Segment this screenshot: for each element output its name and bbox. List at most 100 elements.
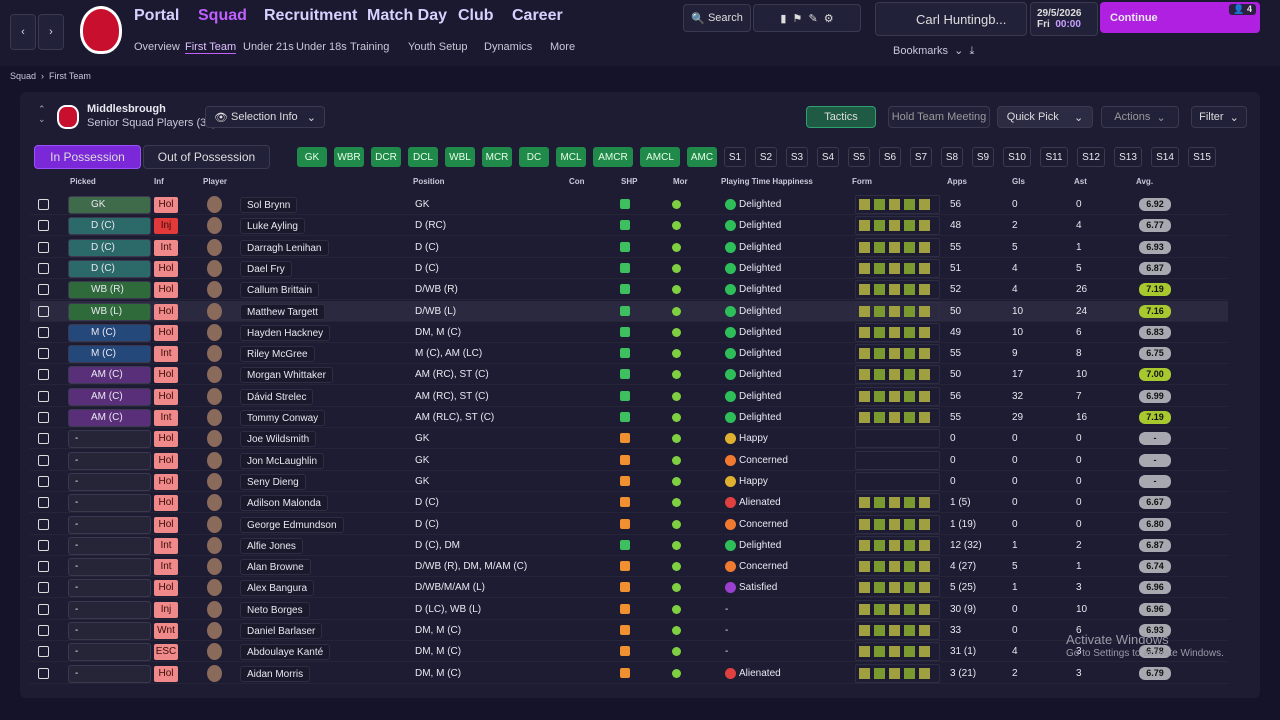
meeting[interactable]: Hold Team Meeting: [888, 106, 990, 128]
picked-select[interactable]: -: [68, 643, 151, 662]
column-header[interactable]: Gls: [1012, 177, 1025, 186]
checkbox[interactable]: [38, 412, 49, 423]
subnav-item[interactable]: First Team: [185, 41, 237, 54]
position-button[interactable]: GK: [297, 147, 327, 167]
checkbox[interactable]: [38, 284, 49, 296]
position-button[interactable]: DC: [519, 147, 549, 167]
back[interactable]: ‹: [10, 14, 36, 50]
selection-info[interactable]: 👁 Selection Info ⌄: [205, 106, 325, 128]
player-name[interactable]: Luke Ayling: [240, 218, 305, 235]
player-name[interactable]: Joe Wildsmith: [240, 431, 317, 448]
nav-item[interactable]: Squad: [198, 7, 247, 24]
table-row[interactable]: - Int Alan Browne D/WB (R), DM, M/AM (C) Con…: [30, 556, 1228, 578]
picked-select[interactable]: M (C): [68, 323, 151, 342]
forward[interactable]: ›: [38, 14, 64, 50]
sub-button[interactable]: S8: [941, 147, 963, 167]
checkbox[interactable]: [38, 433, 49, 445]
player-name[interactable]: Alan Browne: [240, 559, 311, 576]
player-name[interactable]: Riley McGree: [240, 346, 315, 363]
player-name[interactable]: Alex Bangura: [240, 580, 315, 597]
picked-select[interactable]: -: [68, 579, 151, 598]
checkbox[interactable]: [38, 667, 49, 679]
continue[interactable]: Continue 👤 4: [1100, 2, 1260, 33]
table-row[interactable]: - Hol Adilson Malonda D (C) Alienated 1 (5) 0 0…: [30, 492, 1228, 514]
checkbox[interactable]: [38, 603, 49, 615]
table-row[interactable]: AM (C) Int Tommy Conway AM (RLC), ST (C) Del…: [30, 407, 1228, 428]
nav-item[interactable]: Recruitment: [264, 7, 358, 24]
sub-button[interactable]: S3: [786, 147, 808, 167]
nav-item[interactable]: Portal: [134, 7, 180, 24]
position-button[interactable]: WBL: [445, 147, 475, 167]
tactics[interactable]: Tactics: [806, 106, 876, 128]
picked-select[interactable]: -: [68, 600, 151, 619]
picked-select[interactable]: -: [68, 451, 151, 470]
player-name[interactable]: Adilson Malonda: [240, 495, 328, 512]
bookmarks[interactable]: Bookmarks ⌄ ⤓: [893, 45, 975, 57]
checkbox[interactable]: [38, 497, 49, 509]
player-name[interactable]: Tommy Conway: [240, 410, 326, 426]
sub-button[interactable]: S9: [972, 147, 994, 167]
checkbox[interactable]: [38, 369, 49, 381]
player-name[interactable]: Hayden Hackney: [240, 324, 331, 341]
nav-item[interactable]: Club: [458, 7, 494, 24]
player-name[interactable]: Alfie Jones: [240, 537, 303, 554]
player-name[interactable]: Morgan Whittaker: [240, 367, 333, 384]
position-button[interactable]: DCR: [371, 147, 401, 167]
sub-button[interactable]: S2: [755, 147, 777, 167]
sub-button[interactable]: S11: [1040, 147, 1068, 167]
column-header[interactable]: Player: [203, 177, 228, 186]
position-button[interactable]: MCR: [482, 147, 512, 167]
column-header[interactable]: Avg.: [1136, 177, 1154, 186]
column-header[interactable]: Inf: [154, 177, 164, 186]
checkbox[interactable]: [38, 454, 49, 466]
checkbox[interactable]: [38, 625, 49, 636]
table-row[interactable]: AM (C) Hol Morgan Whittaker AM (RC), ST (C)…: [30, 364, 1228, 386]
checkbox[interactable]: [38, 582, 49, 594]
filter[interactable]: Filter ⌄: [1191, 106, 1247, 128]
sub-button[interactable]: S1: [724, 147, 746, 167]
position-button[interactable]: MCL: [556, 147, 586, 167]
checkbox[interactable]: [38, 539, 49, 551]
checkbox[interactable]: [38, 241, 49, 253]
subnav-item[interactable]: Youth Setup: [408, 41, 468, 53]
column-header[interactable]: Picked: [70, 177, 96, 186]
checkbox[interactable]: [38, 348, 49, 360]
position-button[interactable]: AMC: [687, 147, 717, 167]
sub-button[interactable]: S7: [910, 147, 932, 167]
manager[interactable]: Carl Huntingb...: [875, 2, 1027, 36]
picked-select[interactable]: AM (C): [68, 387, 151, 406]
tab-active[interactable]: In Possession: [34, 145, 141, 169]
table-row[interactable]: D (C) Int Darragh Lenihan D (C) Delighted 55 5…: [30, 237, 1228, 258]
table-row[interactable]: WB (L) Hol Matthew Targett D/WB (L) Delighte…: [30, 300, 1228, 322]
checkbox[interactable]: [38, 326, 49, 338]
column-header[interactable]: Ast: [1074, 177, 1087, 186]
picked-select[interactable]: AM (C): [68, 409, 151, 427]
table-row[interactable]: D (C) Hol Dael Fry D (C) Delighted 51 4 5 6.87: [30, 258, 1228, 279]
sub-button[interactable]: S12: [1077, 147, 1105, 167]
picked-select[interactable]: -: [68, 558, 151, 577]
subnav-item[interactable]: Overview: [134, 41, 180, 53]
subnav-item[interactable]: More: [550, 41, 576, 53]
picked-select[interactable]: WB (R): [68, 281, 151, 300]
checkbox[interactable]: [38, 199, 49, 210]
picked-select[interactable]: GK: [68, 196, 151, 214]
position-button[interactable]: AMCR: [593, 147, 633, 167]
picked-select[interactable]: -: [68, 536, 151, 555]
sub-button[interactable]: S10: [1003, 147, 1031, 167]
picked-select[interactable]: AM (C): [68, 366, 151, 385]
table-row[interactable]: M (C) Int Riley McGree M (C), AM (LC) Deligh…: [30, 343, 1228, 365]
table-row[interactable]: D (C) Inj Luke Ayling D (RC) Delighted 48 2 4 6.…: [30, 215, 1228, 237]
quick-pick[interactable]: Quick Pick ⌄: [997, 106, 1093, 128]
table-row[interactable]: - ESC Abdoulaye Kanté DM, M (C) - 31 (1) 4 3 6.7…: [30, 641, 1228, 663]
picked-select[interactable]: D (C): [68, 259, 151, 278]
picked-select[interactable]: D (C): [68, 217, 151, 236]
sub-button[interactable]: S15: [1188, 147, 1216, 167]
position-button[interactable]: WBR: [334, 147, 364, 167]
checkbox[interactable]: [38, 518, 49, 530]
picked-select[interactable]: WB (L): [68, 302, 151, 321]
table-row[interactable]: - Hol George Edmundson D (C) Concerned 1 (19)…: [30, 514, 1228, 535]
checkbox[interactable]: [38, 220, 49, 232]
checkbox[interactable]: [38, 390, 49, 402]
picked-select[interactable]: -: [68, 472, 151, 491]
player-name[interactable]: Callum Brittain: [240, 282, 320, 299]
